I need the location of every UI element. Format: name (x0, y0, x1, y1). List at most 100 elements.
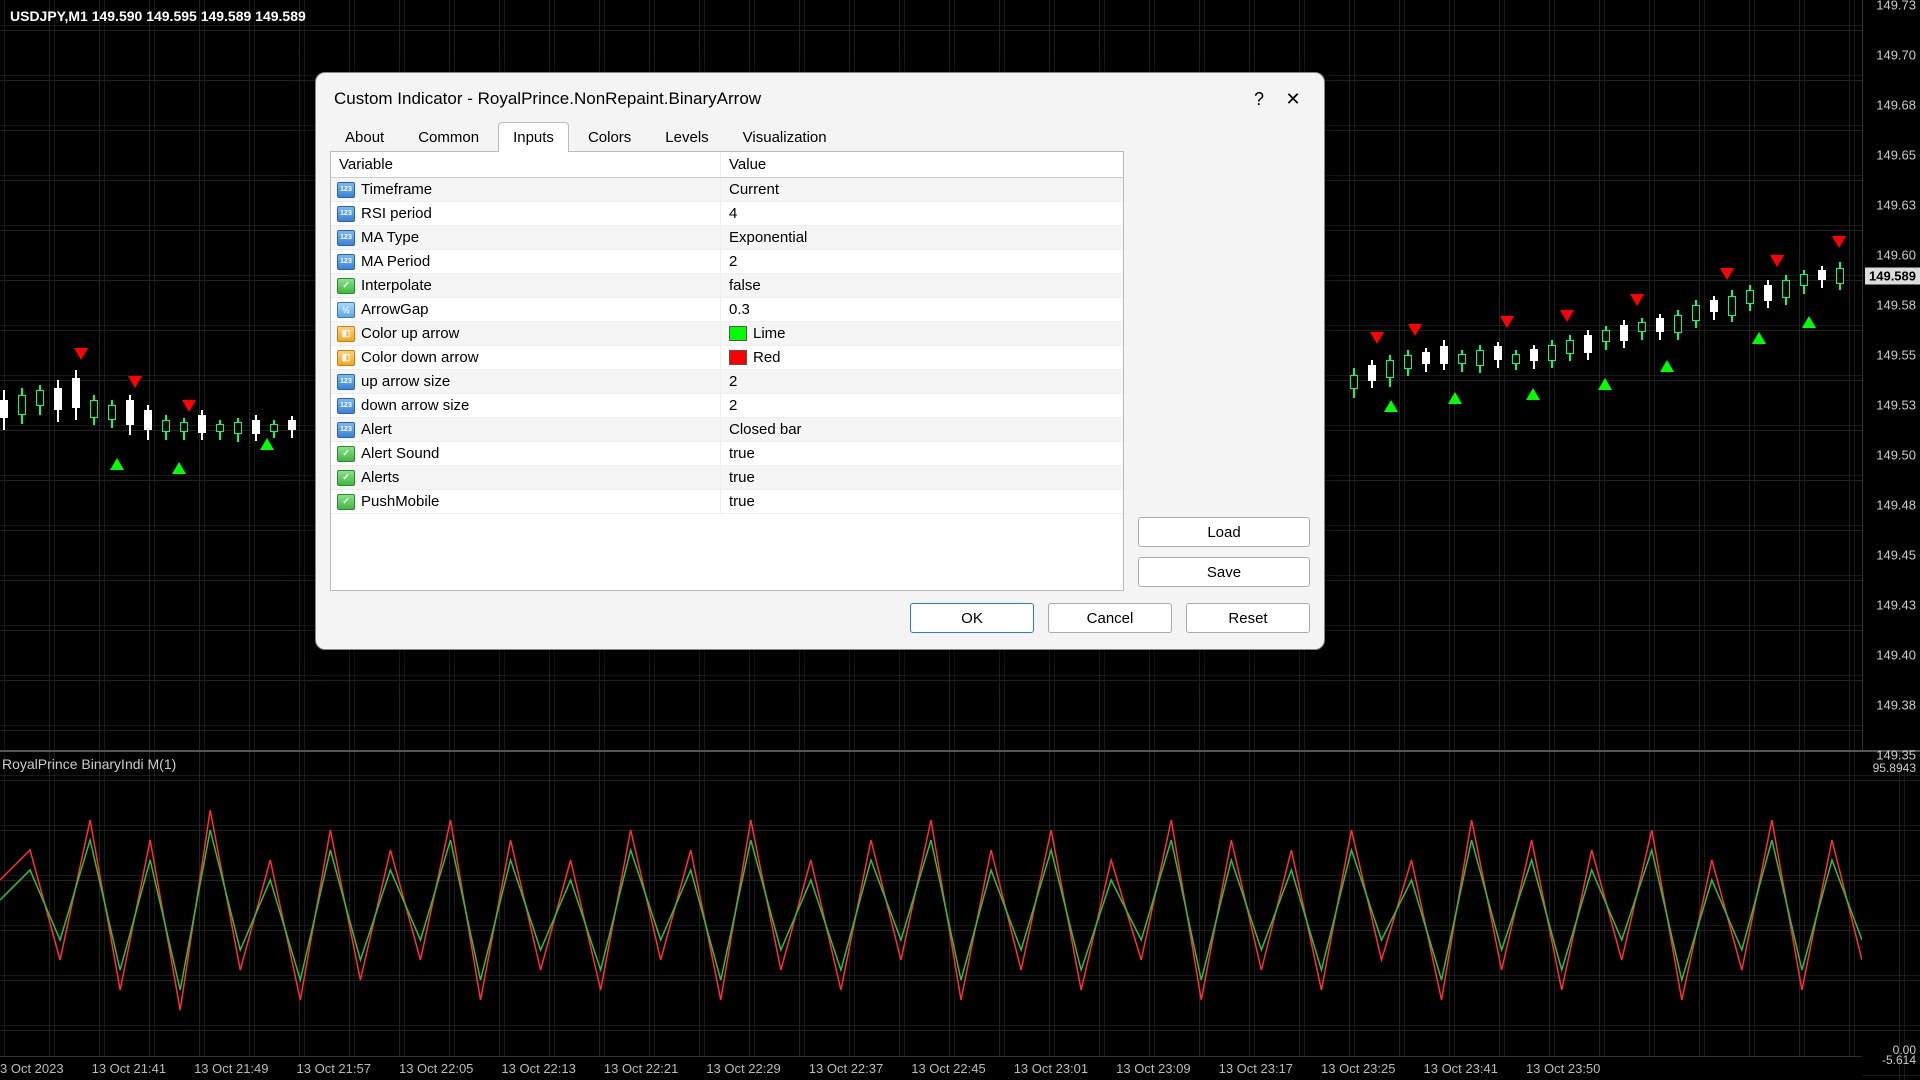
tab-visualization[interactable]: Visualization (728, 122, 842, 152)
sell-arrow-icon (182, 400, 196, 412)
sell-arrow-icon (1630, 294, 1644, 306)
input-value-cell[interactable]: false (721, 274, 1123, 297)
input-row[interactable]: RSI period4 (331, 202, 1123, 226)
input-value-cell[interactable]: 2 (721, 370, 1123, 393)
time-tick: 13 Oct 23:25 (1321, 1057, 1423, 1080)
type-int-icon (337, 374, 355, 390)
time-tick: 13 Oct 22:21 (604, 1057, 706, 1080)
type-int-icon (337, 206, 355, 222)
sell-arrow-icon (1720, 268, 1734, 280)
input-row[interactable]: Alert Soundtrue (331, 442, 1123, 466)
time-tick: 13 Oct 22:13 (501, 1057, 603, 1080)
time-tick: 3 Oct 2023 (0, 1057, 92, 1080)
input-value-cell[interactable]: Red (721, 346, 1123, 369)
time-axis: 3 Oct 202313 Oct 21:4113 Oct 21:4913 Oct… (0, 1056, 1862, 1080)
input-value-cell[interactable]: 0.3 (721, 298, 1123, 321)
price-tick: 149.58 (1876, 298, 1916, 313)
tab-inputs[interactable]: Inputs (498, 122, 569, 152)
oscillator-axis: 95.89430.00-5.614 (1862, 760, 1920, 1056)
input-value-cell[interactable]: 2 (721, 250, 1123, 273)
input-value-cell[interactable]: true (721, 490, 1123, 513)
close-button[interactable]: ✕ (1276, 85, 1310, 113)
input-value-cell[interactable]: 4 (721, 202, 1123, 225)
buy-arrow-icon (110, 458, 124, 470)
input-variable-name: Interpolate (361, 277, 432, 294)
tab-colors[interactable]: Colors (573, 122, 646, 152)
cancel-button[interactable]: Cancel (1048, 603, 1172, 633)
price-tick: 149.43 (1876, 598, 1916, 613)
input-row[interactable]: ArrowGap 0.3 (331, 298, 1123, 322)
input-row[interactable]: PushMobile true (331, 490, 1123, 514)
input-value-text: true (729, 445, 755, 462)
time-tick: 13 Oct 21:57 (297, 1057, 399, 1080)
reset-button[interactable]: Reset (1186, 603, 1310, 633)
type-int-icon (337, 230, 355, 246)
input-value-cell[interactable]: 2 (721, 394, 1123, 417)
tab-common[interactable]: Common (403, 122, 494, 152)
tab-about[interactable]: About (330, 122, 399, 152)
type-bool-icon (337, 446, 355, 462)
sell-arrow-icon (1560, 310, 1574, 322)
price-tick: 149.73 (1876, 0, 1916, 13)
input-row[interactable]: MA TypeExponential (331, 226, 1123, 250)
buy-arrow-icon (1384, 400, 1398, 412)
input-value-cell[interactable]: Exponential (721, 226, 1123, 249)
type-dbl-icon (337, 302, 355, 318)
input-value-cell[interactable]: true (721, 466, 1123, 489)
inputs-table[interactable]: Variable Value TimeframeCurrentRSI perio… (330, 151, 1124, 591)
color-swatch (729, 350, 747, 365)
input-value-text: Lime (753, 325, 786, 342)
input-value-cell[interactable]: Lime (721, 322, 1123, 345)
input-value-text: 2 (729, 397, 737, 414)
input-value-text: false (729, 277, 761, 294)
input-row[interactable]: Color down arrow Red (331, 346, 1123, 370)
save-button[interactable]: Save (1138, 557, 1310, 587)
price-tick: 149.53 (1876, 398, 1916, 413)
dialog-titlebar[interactable]: Custom Indicator - RoyalPrince.NonRepain… (316, 73, 1324, 121)
buy-arrow-icon (1802, 316, 1816, 328)
buy-arrow-icon (1598, 378, 1612, 390)
input-variable-name: Color down arrow (361, 349, 479, 366)
input-variable-name: up arrow size (361, 373, 450, 390)
sell-arrow-icon (1770, 255, 1784, 267)
tab-levels[interactable]: Levels (650, 122, 723, 152)
input-variable-name: ArrowGap (361, 301, 429, 318)
type-bool-icon (337, 494, 355, 510)
input-row[interactable]: MA Period2 (331, 250, 1123, 274)
type-clr-icon (337, 326, 355, 342)
input-value-text: true (729, 469, 755, 486)
input-variable-name: Alert (361, 421, 392, 438)
help-button[interactable]: ? (1242, 85, 1276, 113)
panel-separator[interactable] (0, 750, 1920, 752)
input-value-text: true (729, 493, 755, 510)
input-variable-name: Color up arrow (361, 325, 459, 342)
input-value-cell[interactable]: Closed bar (721, 418, 1123, 441)
input-value-text: 2 (729, 253, 737, 270)
price-tick: 149.60 (1876, 248, 1916, 263)
input-variable-name: PushMobile (361, 493, 439, 510)
oscillator-panel: 95.89430.00-5.614 (0, 760, 1862, 1056)
chart-symbol-info: USDJPY,M1 149.590 149.595 149.589 149.58… (10, 8, 306, 24)
buy-arrow-icon (1660, 360, 1674, 372)
price-tick: 149.48 (1876, 498, 1916, 513)
input-row[interactable]: Alertstrue (331, 466, 1123, 490)
input-value-text: Current (729, 181, 779, 198)
load-button[interactable]: Load (1138, 517, 1310, 547)
input-row[interactable]: TimeframeCurrent (331, 178, 1123, 202)
input-row[interactable]: up arrow size 2 (331, 370, 1123, 394)
oscillator-tick: 95.8943 (1873, 761, 1916, 775)
input-row[interactable]: Interpolate false (331, 274, 1123, 298)
input-row[interactable]: Alert Closed bar (331, 418, 1123, 442)
buy-arrow-icon (1526, 388, 1540, 400)
input-value-cell[interactable]: Current (721, 178, 1123, 201)
input-row[interactable]: Color up arrow Lime (331, 322, 1123, 346)
input-row[interactable]: down arrow size2 (331, 394, 1123, 418)
input-value-cell[interactable]: true (721, 442, 1123, 465)
ok-button[interactable]: OK (910, 603, 1034, 633)
dialog-tabs: AboutCommonInputsColorsLevelsVisualizati… (316, 121, 1324, 151)
type-bool-icon (337, 278, 355, 294)
price-tick: 149.65 (1876, 148, 1916, 163)
type-int-icon (337, 254, 355, 270)
time-tick: 13 Oct 22:05 (399, 1057, 501, 1080)
sell-arrow-icon (1832, 236, 1846, 248)
